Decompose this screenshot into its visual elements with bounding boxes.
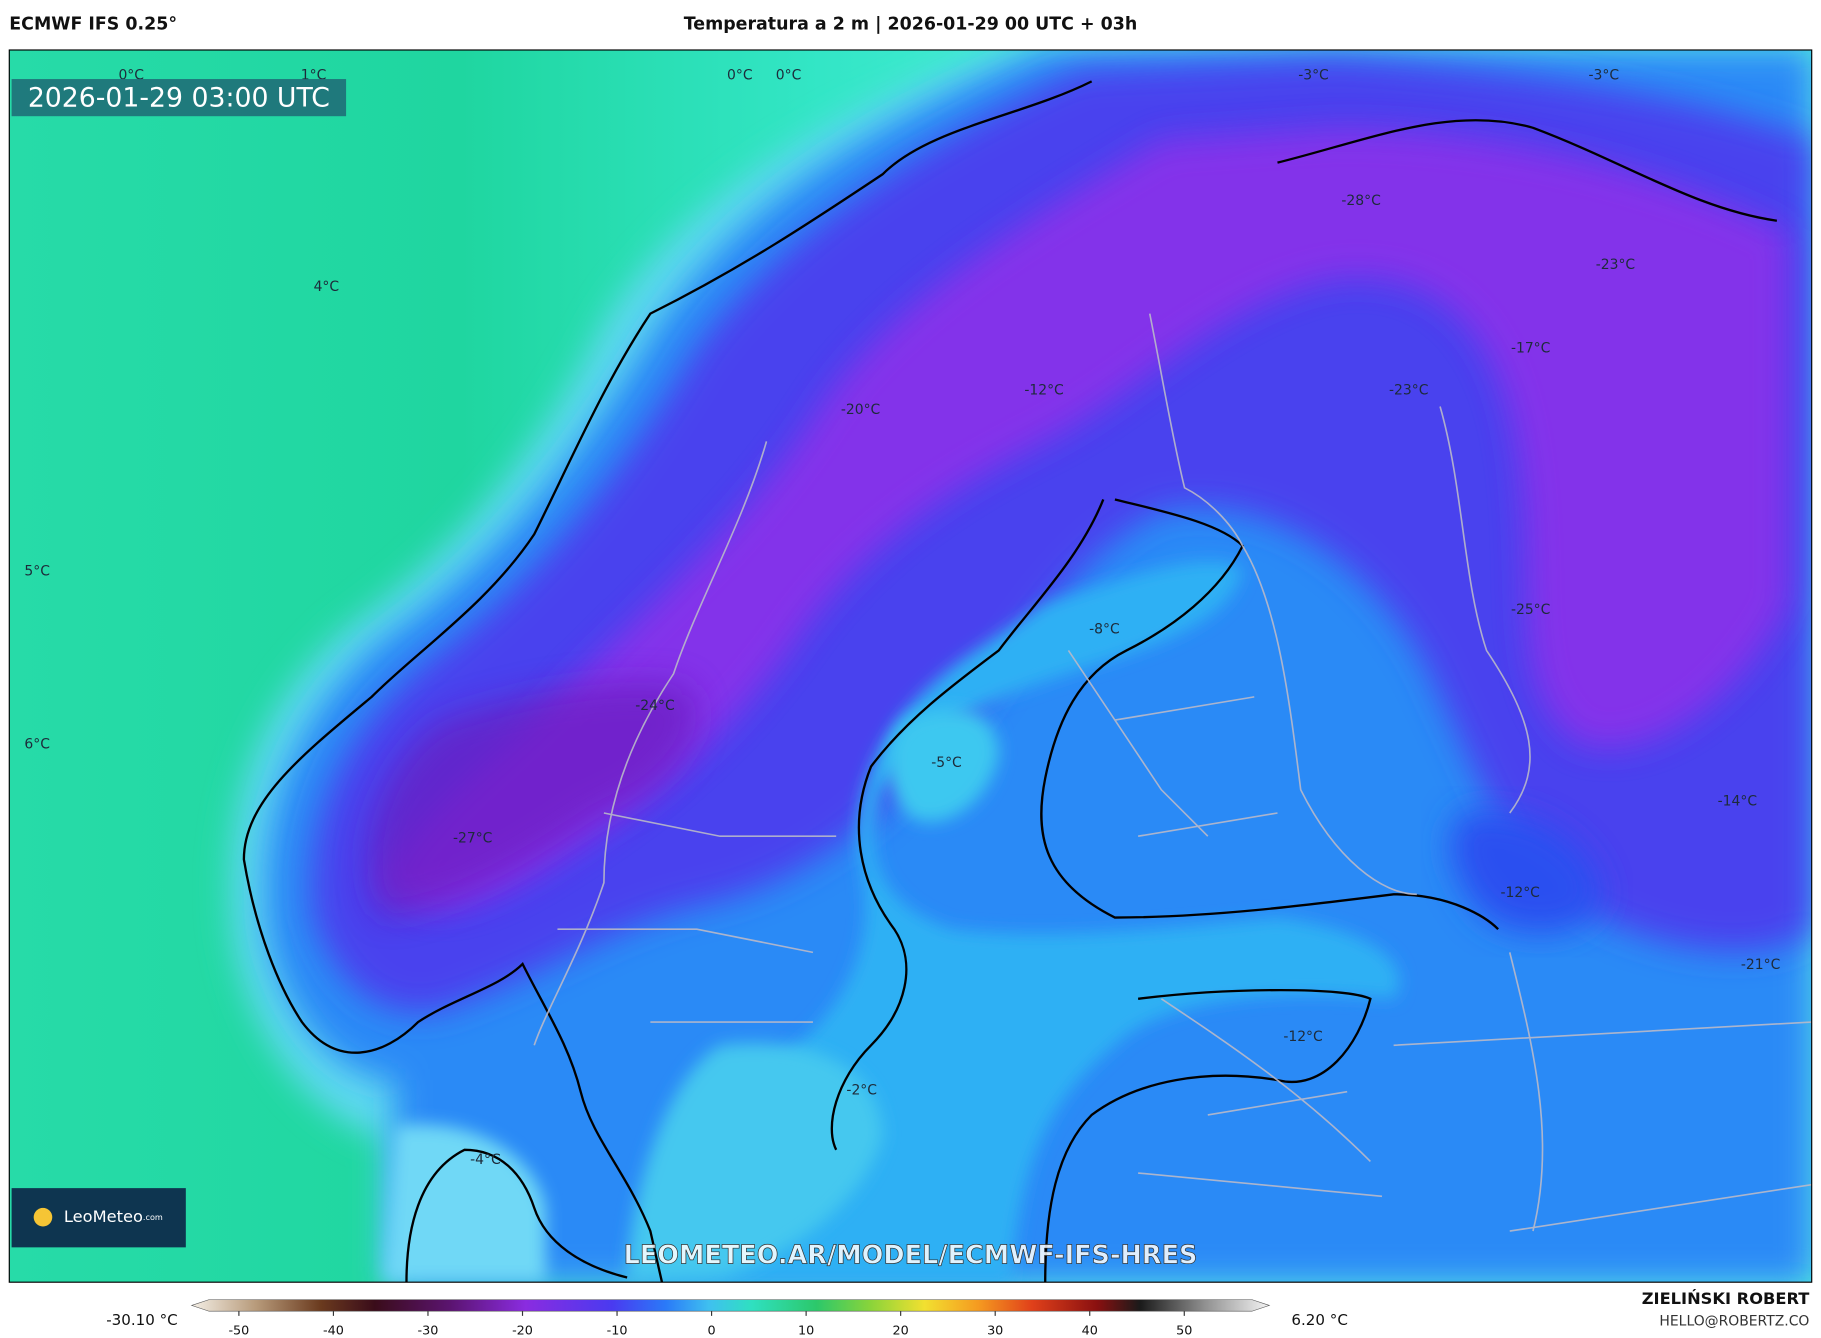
isotherm-label: -21°C	[1741, 957, 1780, 973]
isotherm-label: -20°C	[841, 402, 880, 418]
isotherm-label: -24°C	[635, 698, 674, 714]
watermark: LEOMETEO.AR/MODEL/ECMWF-IFS-HRES	[624, 1241, 1198, 1271]
bothnian-sea	[888, 708, 999, 822]
isotherm-label: -23°C	[1389, 382, 1428, 398]
borders	[533, 313, 1812, 1232]
isotherm-label: 4°C	[314, 279, 340, 295]
isotherm-label: -8°C	[1089, 622, 1120, 638]
isotherm-label: -12°C	[1024, 382, 1063, 398]
map: 0°C 1°C 0°C 0°C4°C5°C6°C-20°C-12°C-28°C-23°…	[9, 49, 1812, 1283]
colorbar-tick-label: -10	[607, 1323, 628, 1338]
isotherm-label: 6°C	[24, 736, 50, 752]
colorbar-tick-label: 20	[893, 1323, 909, 1338]
isotherm-label: -2°C	[846, 1083, 877, 1099]
colorbar-tick-label: 50	[1176, 1323, 1192, 1338]
land-extreme-cold	[383, 127, 1789, 909]
contact: HELLO@ROBERTZ.CO	[1659, 1314, 1809, 1330]
colorbar: -30.10 °C 6.20 °C -50 -40 -30 -20 -10 0 10 20 30…	[106, 1299, 1348, 1338]
isotherm-label: -25°C	[1511, 602, 1550, 618]
isotherm-label: -28°C	[1341, 193, 1380, 209]
logo-name: LeoMeteo	[64, 1207, 143, 1226]
colorbar-tick-label: 0	[708, 1323, 716, 1338]
colorbar-ramp	[190, 1299, 1271, 1312]
colorbar-max: 6.20 °C	[1291, 1311, 1347, 1329]
isotherm-label: -17°C	[1511, 340, 1550, 356]
isotherm-label: -14°C	[1718, 793, 1757, 809]
colorbar-tick-label: -20	[512, 1323, 533, 1338]
logo-text: LeoMeteo.com	[64, 1207, 163, 1226]
colorbar-tick-label: -40	[323, 1323, 344, 1338]
map-frame	[8, 49, 1813, 1283]
colorbar-min: -30.10 °C	[106, 1311, 177, 1329]
warm-pocket	[1451, 810, 1603, 933]
isotherm-label: -3°C	[1589, 68, 1620, 84]
author: ZIELIŃSKI ROBERT	[1642, 1289, 1810, 1308]
isotherm-label: 0°C	[776, 68, 802, 84]
isotherm-label: 5°C	[24, 563, 50, 579]
isotherm-label: -3°C	[1298, 68, 1329, 84]
colorbar-tick-label: -30	[418, 1323, 439, 1338]
isotherm-label: -12°C	[1283, 1029, 1322, 1045]
isotherm-label: -12°C	[1500, 885, 1539, 901]
isotherm-label: -5°C	[931, 755, 962, 771]
logo: LeoMeteo.com	[11, 1188, 186, 1248]
isotherm-label: -27°C	[453, 831, 492, 847]
isotherm-label: -23°C	[1596, 257, 1635, 273]
southern-baltic	[627, 1043, 883, 1283]
logo-sun	[33, 1207, 53, 1227]
isotherm-label: -4°C	[470, 1152, 501, 1168]
time-box	[11, 79, 347, 117]
cold-core	[367, 682, 698, 918]
isotherm-labels: 0°C 1°C 0°C 0°C4°C5°C6°C-20°C-12°C-28°C-23°…	[24, 68, 1780, 1169]
isotherm-label: 0°C	[727, 68, 753, 84]
colorbar-tick-label: 30	[987, 1323, 1003, 1338]
colorbar-tick-label: 10	[798, 1323, 814, 1338]
colorbar-tick-label: 40	[1082, 1323, 1098, 1338]
coastlines	[242, 80, 1778, 1283]
colorbar-tick-label: -50	[228, 1323, 249, 1338]
valid-time: 2026-01-29 03:00 UTC	[28, 82, 330, 113]
model-name: ECMWF IFS 0.25°	[9, 14, 177, 34]
logo-suffix: .com	[143, 1212, 163, 1222]
map-title: Temperatura a 2 m | 2026-01-29 00 UTC + …	[684, 14, 1138, 34]
